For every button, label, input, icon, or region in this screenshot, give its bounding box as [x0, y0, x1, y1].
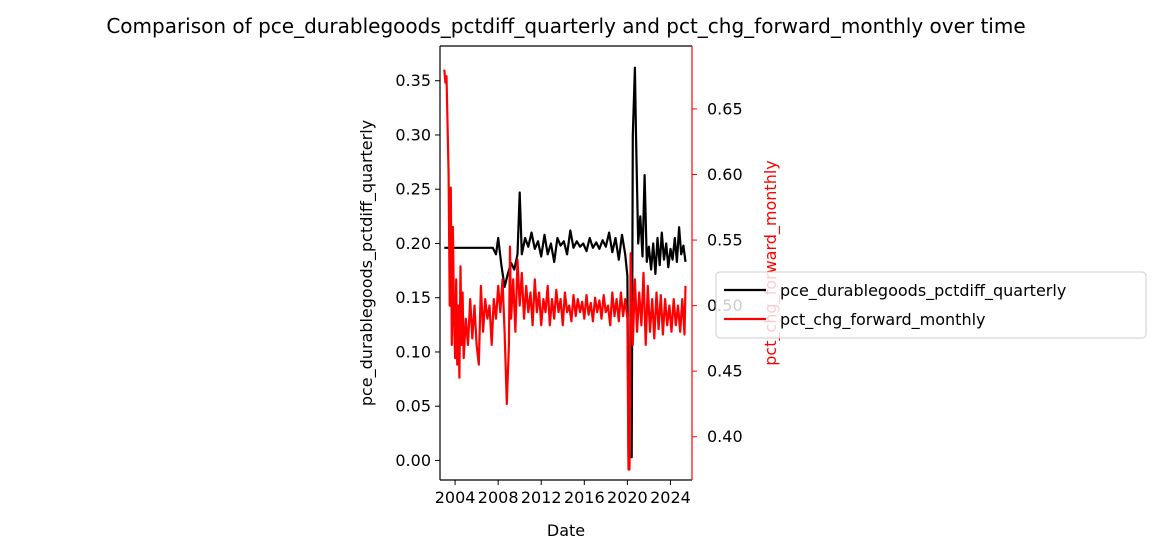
x-tick-label: 2004: [435, 488, 476, 507]
left-tick-label: 0.15: [395, 288, 431, 307]
legend-label-pce: pce_durablegoods_pctdiff_quarterly: [780, 281, 1066, 301]
series-line-pct-chg-forward: [443, 69, 687, 471]
x-tick-label: 2024: [650, 488, 691, 507]
right-tick-label: 0.65: [707, 99, 743, 118]
right-tick-label: 0.60: [707, 165, 743, 184]
x-axis-ticks: 2004 2008 2012 2016 2020 2024: [435, 480, 691, 507]
right-axis-ticks: 0.400.450.500.550.600.65: [692, 99, 743, 446]
right-tick-label: 0.55: [707, 231, 743, 250]
left-tick-label: 0.35: [395, 71, 431, 90]
left-tick-label: 0.00: [395, 451, 431, 470]
chart-title: Comparison of pce_durablegoods_pctdiff_q…: [106, 14, 1025, 38]
x-axis-label: Date: [547, 521, 585, 540]
left-tick-label: 0.05: [395, 397, 431, 416]
x-tick-label: 2016: [564, 488, 605, 507]
x-tick-label: 2012: [521, 488, 562, 507]
right-tick-label: 0.40: [707, 427, 743, 446]
left-tick-label: 0.30: [395, 125, 431, 144]
x-tick-label: 2008: [478, 488, 519, 507]
x-tick-label: 2020: [607, 488, 648, 507]
left-tick-label: 0.25: [395, 180, 431, 199]
left-axis-ticks: 0.00 0.05 0.10 0.15 0.20 0.25 0.30 0.35: [395, 71, 440, 470]
series-line-pce-durablegoods: [444, 66, 687, 459]
series-layer: [443, 66, 687, 471]
left-axis-label: pce_durablegoods_pctdiff_quarterly: [357, 120, 377, 406]
right-tick-label: 0.45: [707, 362, 743, 381]
legend-label-pct-chg: pct_chg_forward_monthly: [780, 310, 986, 330]
legend: pce_durablegoods_pctdiff_quarterly pct_c…: [715, 271, 1147, 339]
left-tick-label: 0.20: [395, 234, 431, 253]
left-tick-label: 0.10: [395, 342, 431, 361]
legend-box: [715, 271, 1147, 339]
